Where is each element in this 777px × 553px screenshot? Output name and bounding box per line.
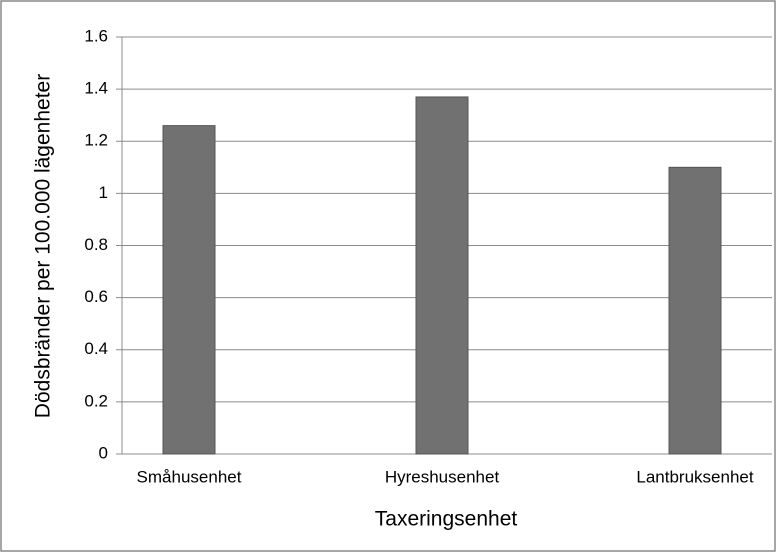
x-axis-label: Taxeringsenhet: [375, 508, 518, 531]
x-tick-label: Hyreshusenhet: [385, 467, 500, 486]
y-tick-label: 0.4: [84, 339, 108, 358]
x-tick-label: Småhusenhet: [137, 467, 242, 486]
y-tick-label: 1.6: [84, 26, 108, 45]
y-tick-label: 0.6: [84, 287, 108, 306]
y-axis-label: Dödsbränder per 100.000 lägenheter: [32, 74, 55, 418]
bar: [162, 125, 216, 455]
y-tick-label: 1.2: [84, 131, 108, 150]
y-tick-label: 0: [99, 443, 108, 462]
y-tick-label: 0.8: [84, 235, 108, 254]
y-tick-label: 1.4: [84, 79, 108, 98]
bar: [668, 166, 722, 455]
y-tick-label: 1: [99, 183, 108, 202]
y-tick-label: 0.2: [84, 391, 108, 410]
bar: [415, 96, 469, 455]
x-tick-label: Lantbruksenhet: [636, 467, 753, 486]
